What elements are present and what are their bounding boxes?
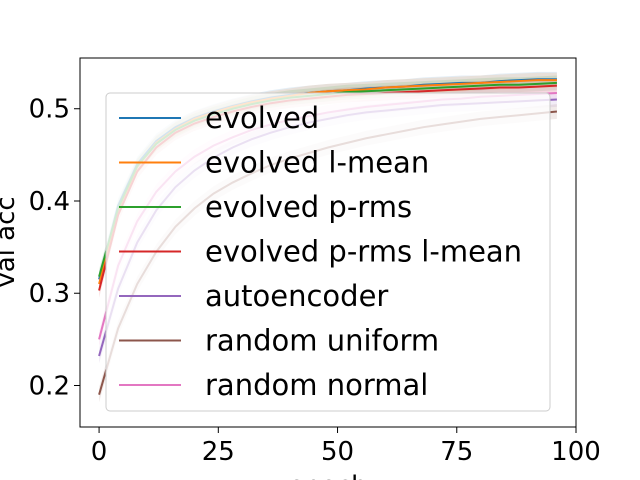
- y-tick-label: 0.3: [29, 279, 70, 309]
- y-tick-label: 0.4: [29, 187, 70, 217]
- legend-label: autoencoder: [205, 279, 388, 313]
- x-tick-label: 25: [202, 437, 235, 467]
- x-tick-label: 0: [91, 437, 108, 467]
- legend-label: random normal: [205, 368, 428, 402]
- y-axis-label: val acc: [0, 196, 21, 287]
- x-tick-label: 75: [440, 437, 473, 467]
- legend-label: random uniform: [205, 324, 439, 358]
- legend-label: evolved l-mean: [205, 146, 429, 180]
- x-tick-label: 100: [551, 437, 601, 467]
- legend-label: evolved p-rms l-mean: [205, 235, 522, 269]
- x-axis-ticks: 0 25 50 75 100: [91, 427, 601, 467]
- x-axis-label: epoch: [288, 471, 367, 480]
- legend-label: evolved: [205, 101, 319, 135]
- legend: evolved evolved l-mean evolved p-rms evolve…: [105, 92, 551, 412]
- legend-label: evolved p-rms: [205, 190, 412, 224]
- y-tick-label: 0.2: [29, 371, 70, 401]
- y-tick-label: 0.5: [29, 95, 70, 125]
- legend-box: [105, 92, 551, 412]
- x-tick-label: 50: [321, 437, 354, 467]
- y-axis-ticks: 0.2 0.3 0.4 0.5: [29, 95, 80, 401]
- plot-frame: [79, 57, 577, 428]
